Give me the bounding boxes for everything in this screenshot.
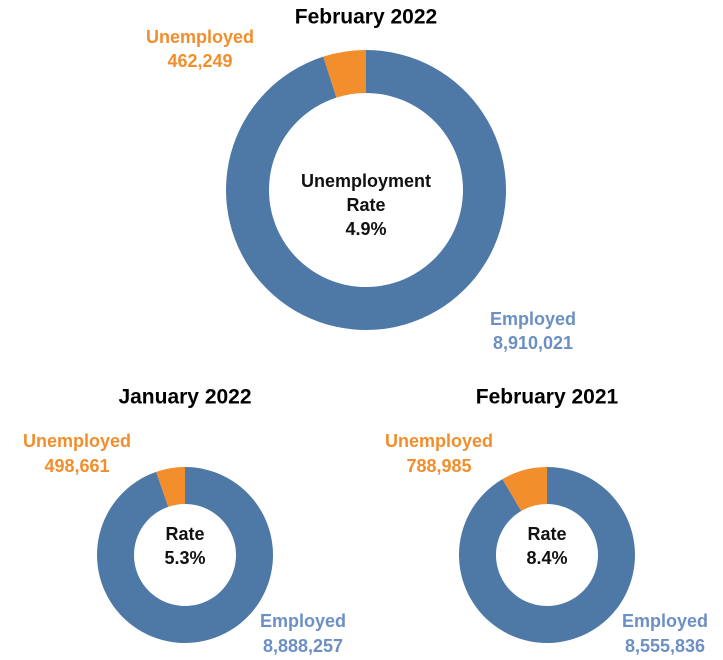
center-label: Unemployment [301, 171, 431, 191]
donut-slice [502, 467, 547, 512]
center-label: Rate [527, 524, 566, 544]
slice-value-label: 462,249 [167, 51, 232, 71]
donut-slice [96, 467, 273, 644]
donut-slice [459, 467, 635, 643]
chart-title: January 2022 [118, 386, 251, 409]
donut-slice [156, 467, 185, 507]
center-rate: 5.3% [164, 548, 205, 568]
slice-value-label: 8,555,836 [625, 636, 705, 656]
slice-value-label: 8,910,021 [493, 333, 573, 353]
center-label: Rate [346, 195, 385, 215]
slice-value-label: 498,661 [44, 456, 109, 476]
donut-slice [225, 50, 506, 330]
slice-label: Unemployed [385, 431, 493, 451]
slice-label: Unemployed [146, 27, 254, 47]
center-label: Rate [165, 524, 204, 544]
center-rate: 4.9% [345, 219, 386, 239]
slice-value-label: 8,888,257 [263, 636, 343, 656]
slice-value-label: 788,985 [406, 456, 471, 476]
center-rate: 8.4% [526, 548, 567, 568]
slice-label: Employed [260, 611, 346, 631]
slice-label: Employed [622, 611, 708, 631]
slice-label: Unemployed [23, 431, 131, 451]
chart-title: February 2021 [476, 386, 619, 409]
slice-label: Employed [490, 309, 576, 329]
donut-slice [323, 50, 366, 98]
chart-title: February 2022 [295, 6, 437, 29]
